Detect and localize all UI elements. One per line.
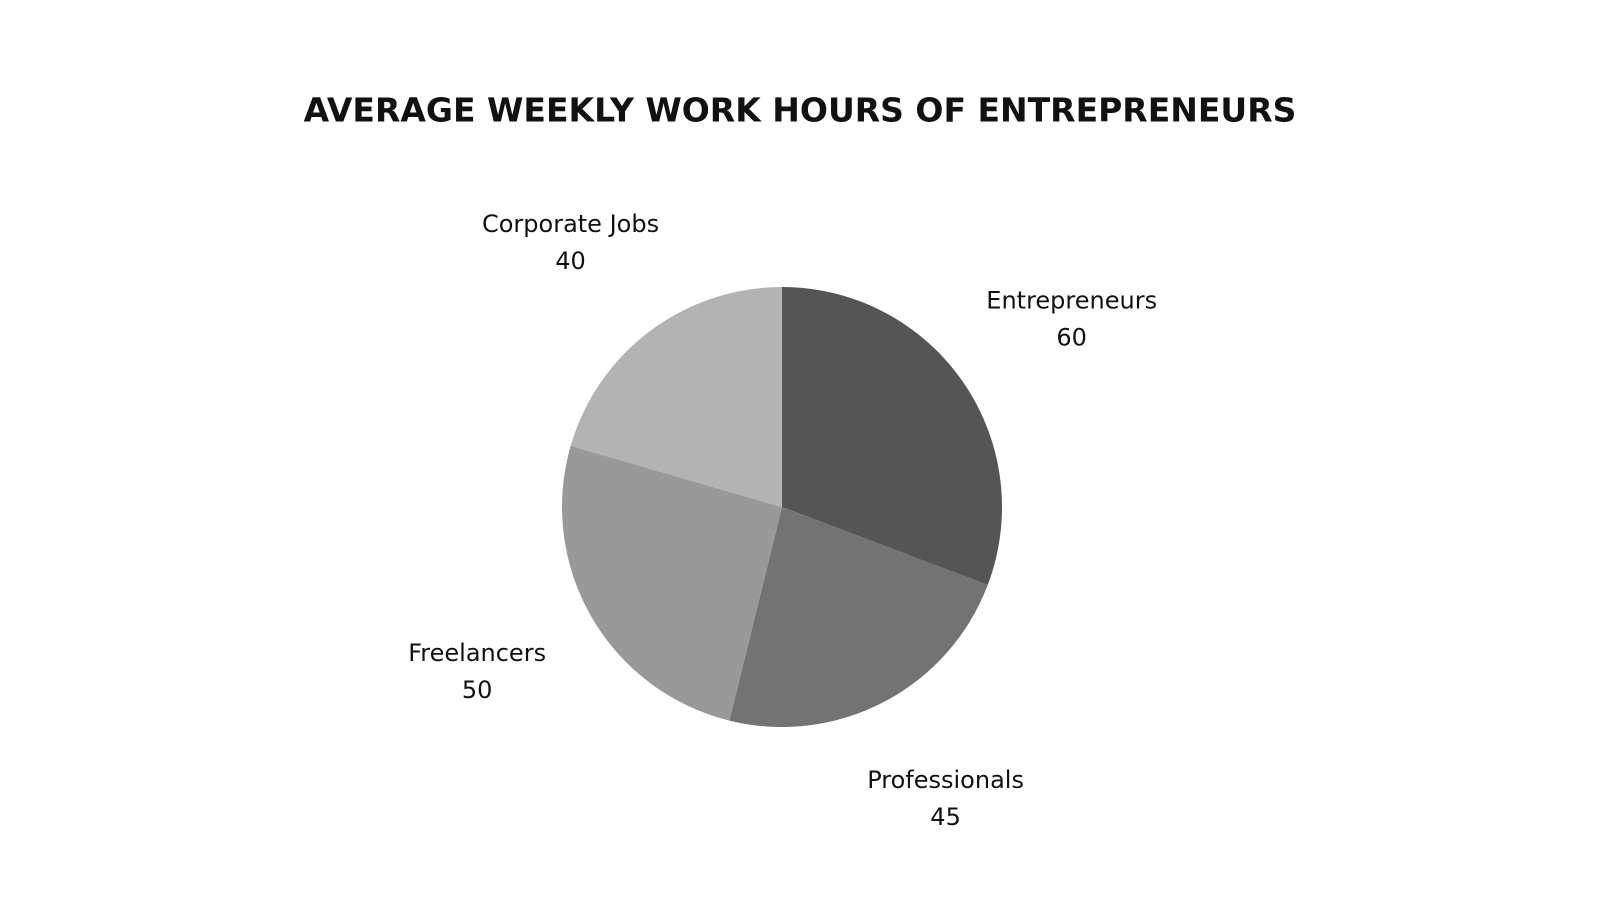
slice-label: Freelancers <box>408 639 546 667</box>
pie-slice <box>570 287 782 507</box>
slice-value: 45 <box>930 803 961 831</box>
slice-label: Professionals <box>867 766 1024 794</box>
chart-title: AVERAGE WEEKLY WORK HOURS OF ENTREPRENEU… <box>304 91 1297 130</box>
slice-value: 40 <box>555 247 586 275</box>
pie-slice <box>729 507 988 727</box>
slice-value: 60 <box>1056 324 1087 352</box>
slice-label: Corporate Jobs <box>482 210 659 238</box>
slice-label: Entrepreneurs <box>986 287 1157 315</box>
slice-value: 50 <box>462 676 493 704</box>
pie-slice <box>562 445 782 721</box>
pie-slice <box>782 287 1002 586</box>
